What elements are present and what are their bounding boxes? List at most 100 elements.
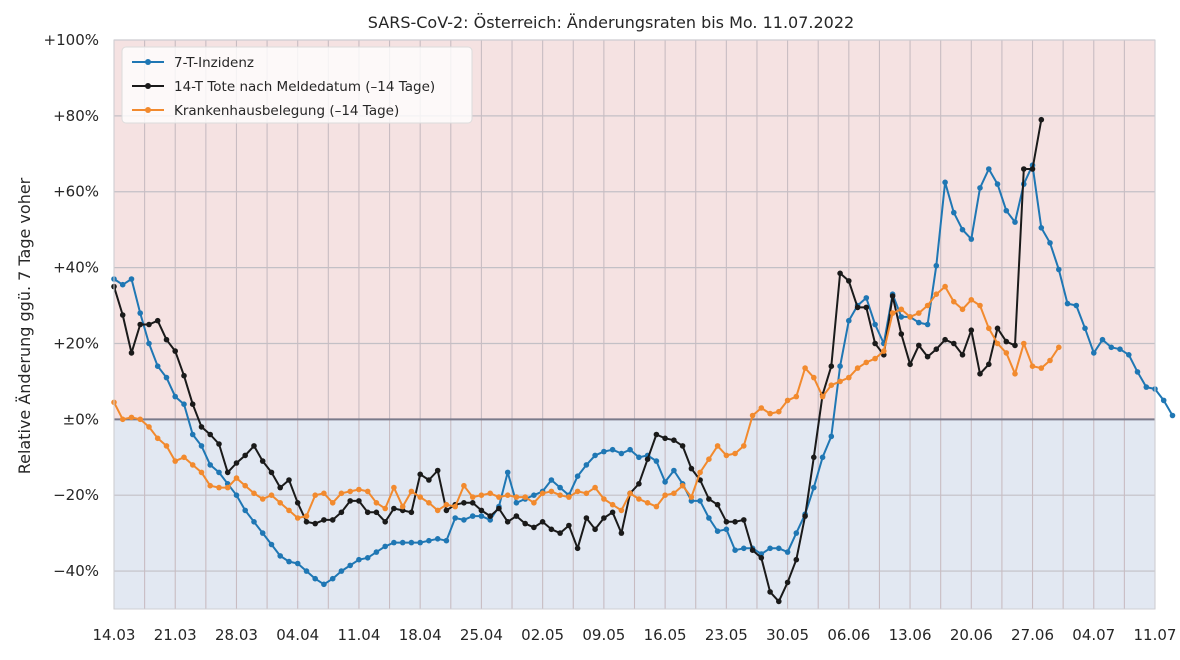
data-point <box>154 435 161 442</box>
data-point <box>146 321 152 328</box>
data-point <box>268 492 275 499</box>
legend-swatch-marker <box>145 59 151 65</box>
data-point <box>881 348 887 354</box>
data-point <box>854 365 861 371</box>
data-point <box>793 393 800 400</box>
data-point <box>242 482 248 489</box>
data-point <box>828 382 835 389</box>
legend-label: Krankenhausbelegung (–14 Tage) <box>174 103 399 119</box>
y-tick-label: +80% <box>53 107 99 125</box>
data-point <box>434 507 441 514</box>
data-point <box>741 443 747 449</box>
chart-title: SARS-CoV-2: Österreich: Änderungsraten b… <box>368 13 854 32</box>
data-point <box>172 393 178 400</box>
data-point <box>863 304 870 311</box>
data-point <box>382 519 389 525</box>
data-point <box>1099 336 1106 343</box>
data-point <box>461 517 467 523</box>
data-point <box>504 492 511 499</box>
data-point <box>583 490 590 497</box>
data-point <box>714 443 721 449</box>
data-point <box>1038 225 1045 231</box>
data-point <box>452 515 459 521</box>
x-tick-label: 11.04 <box>337 626 380 644</box>
data-point <box>478 507 485 514</box>
data-point <box>356 498 362 504</box>
data-point <box>609 446 616 453</box>
x-tick-label: 04.07 <box>1072 626 1115 644</box>
data-point <box>146 340 152 347</box>
legend-item-3: Krankenhausbelegung (–14 Tage) <box>132 103 399 119</box>
data-point <box>723 452 730 459</box>
legend-swatch-marker <box>145 107 151 113</box>
data-point <box>277 553 284 559</box>
data-point <box>478 492 485 499</box>
data-point <box>828 363 835 370</box>
data-point <box>1143 384 1150 390</box>
data-point <box>793 556 800 563</box>
data-point <box>994 340 1001 347</box>
data-point <box>119 312 126 318</box>
data-point <box>259 458 266 464</box>
data-point <box>286 477 292 483</box>
data-point <box>898 314 905 320</box>
data-point <box>496 494 502 500</box>
x-tick-label: 11.07 <box>1134 626 1177 644</box>
data-point <box>364 509 371 516</box>
x-tick-label: 18.04 <box>399 626 442 644</box>
data-point <box>321 517 327 523</box>
data-point <box>294 515 301 521</box>
data-point <box>968 236 975 242</box>
data-point <box>566 494 572 500</box>
data-point <box>679 443 686 449</box>
data-point <box>1047 357 1053 364</box>
data-point <box>417 539 424 546</box>
data-point <box>574 473 581 480</box>
data-point <box>592 452 598 459</box>
data-point <box>889 293 896 299</box>
data-point <box>723 526 730 533</box>
data-point <box>697 469 703 476</box>
data-point <box>181 401 187 408</box>
data-point <box>741 545 747 552</box>
data-point <box>959 352 966 358</box>
data-point <box>863 359 870 366</box>
data-point <box>898 306 905 313</box>
data-point <box>644 456 651 463</box>
data-point <box>382 505 389 512</box>
data-point <box>671 437 677 444</box>
data-point <box>968 297 975 303</box>
data-point <box>408 488 415 495</box>
data-point <box>233 460 240 466</box>
data-point <box>338 490 345 497</box>
data-point <box>671 490 677 497</box>
data-point <box>321 581 327 588</box>
data-point <box>636 481 642 487</box>
data-point <box>924 302 931 309</box>
data-point <box>644 500 651 506</box>
data-point <box>1160 397 1167 404</box>
data-point <box>959 226 966 233</box>
data-point <box>539 490 546 497</box>
data-point <box>1126 352 1132 358</box>
data-point <box>347 498 354 504</box>
data-point <box>522 494 528 500</box>
data-point <box>1012 371 1018 377</box>
data-point <box>662 479 668 485</box>
y-tick-label: +60% <box>53 183 99 201</box>
data-point <box>268 469 275 476</box>
data-point <box>399 539 406 546</box>
data-point <box>776 408 782 415</box>
data-point <box>513 513 520 519</box>
data-point <box>163 336 170 343</box>
data-point <box>181 372 187 379</box>
data-point <box>924 321 931 328</box>
series-3 <box>111 283 1062 521</box>
data-point <box>329 517 336 523</box>
data-point <box>986 166 992 172</box>
data-point <box>557 492 563 499</box>
data-point <box>391 539 397 546</box>
data-point <box>679 482 686 489</box>
x-tick-label: 06.06 <box>827 626 870 644</box>
